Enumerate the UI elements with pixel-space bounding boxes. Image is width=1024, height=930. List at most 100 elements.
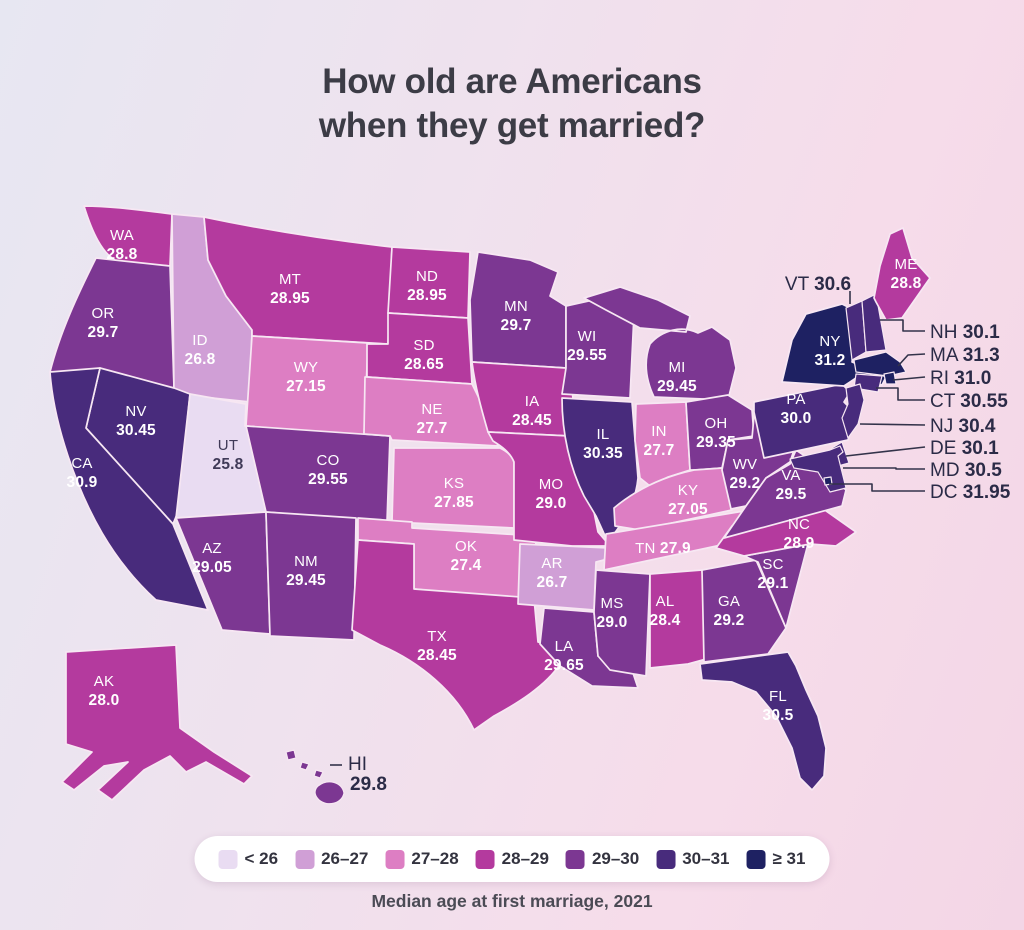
state-value-ia: 28.45: [512, 412, 552, 429]
state-ky: [613, 467, 733, 531]
state-value-ne: 27.7: [417, 420, 448, 437]
state-label-ne: NE: [421, 401, 442, 418]
callout-label-nj: NJ 30.4: [930, 416, 996, 437]
state-value-la: 29.65: [544, 657, 584, 674]
state-value-mi: 29.45: [657, 378, 697, 395]
legend-swatch-28-29: [475, 849, 495, 869]
state-value-wy: 27.15: [286, 378, 326, 395]
state-nm: [265, 511, 357, 641]
state-value-pa: 30.0: [781, 410, 812, 427]
callout-label-ma: MA 31.3: [930, 345, 1000, 366]
state-label-nm: NM: [294, 553, 318, 570]
state-label-ca: CA: [71, 455, 92, 472]
callout-label-vt: VT 30.6: [785, 274, 851, 295]
state-label-oh: OH: [705, 415, 728, 432]
state-value-oh: 29.35: [696, 434, 736, 451]
state-label-mn: MN: [504, 298, 528, 315]
callout-line-ri: [892, 376, 926, 381]
state-value-mo: 29.0: [536, 495, 567, 512]
state-value-ak: 28.0: [89, 692, 120, 709]
callout-line-ct: [876, 387, 925, 401]
callout-label-md: MD 30.5: [930, 460, 1002, 481]
callout-line-ma: [897, 353, 926, 367]
callout-line-nh: [880, 319, 925, 332]
legend-label-29-30: 29–30: [591, 849, 640, 868]
state-value-va: 29.5: [776, 486, 807, 503]
callout-label-nh: NH 30.1: [930, 322, 1000, 343]
state-value-il: 30.35: [583, 445, 623, 462]
state-label-mo: MO: [539, 476, 564, 493]
state-label-wy: WY: [294, 359, 319, 376]
state-ri: [883, 371, 897, 385]
state-mi: [583, 286, 737, 401]
state-value-ny: 31.2: [815, 352, 846, 369]
state-al: [649, 569, 711, 669]
state-label-mt: MT: [279, 271, 301, 288]
legend-label-26-27: 26–27: [321, 849, 369, 868]
state-value-id: 26.8: [185, 351, 216, 368]
state-label-wa: WA: [110, 227, 134, 244]
state-value-wi: 29.55: [567, 347, 607, 364]
state-label-or: OR: [92, 305, 115, 322]
state-label-al: AL: [656, 593, 675, 610]
legend-item-lt26: < 26: [218, 849, 279, 869]
state-label-il: IL: [597, 426, 610, 443]
legend-swatch-26-27: [295, 849, 315, 869]
state-label-in: IN: [651, 423, 666, 440]
chart-caption: Median age at first marriage, 2021: [371, 891, 653, 911]
state-value-nc: 28.9: [784, 535, 815, 552]
callout-line-dc: [829, 483, 925, 492]
state-value-ky: 27.05: [668, 501, 708, 518]
legend-label-28-29: 28–29: [501, 849, 549, 868]
title-line-1: How old are Americans: [322, 62, 702, 101]
state-label-ak: AK: [94, 673, 114, 690]
state-value-mt: 28.95: [270, 290, 310, 307]
legend-swatch-lt26: [218, 849, 238, 869]
state-fl: [699, 651, 827, 791]
state-value-nm: 29.45: [286, 572, 326, 589]
callout-label-de: DE 30.1: [930, 438, 999, 459]
state-value-wv: 29.2: [730, 475, 761, 492]
state-label-sd: SD: [413, 337, 434, 354]
legend-item-27-28: 27–28: [385, 849, 459, 869]
state-value-mn: 29.7: [501, 317, 532, 334]
state-label-me: ME: [895, 256, 918, 273]
legend-swatch-30-31: [656, 849, 676, 869]
state-label-ms: MS: [601, 595, 624, 612]
legend-label-lt26: < 26: [244, 849, 279, 868]
state-label-la: LA: [555, 638, 574, 655]
state-value-me: 28.8: [891, 275, 922, 292]
legend-item-29-30: 29–30: [565, 849, 640, 869]
callout-label-hi: HI: [348, 754, 367, 775]
legend-swatch-29-30: [565, 849, 585, 869]
legend-swatch-27-28: [385, 849, 405, 869]
state-value-ks: 27.85: [434, 494, 474, 511]
state-value-fl: 30.5: [763, 707, 794, 724]
state-label-ks: KS: [444, 475, 464, 492]
state-value-nd: 28.95: [407, 287, 447, 304]
legend-item-26-27: 26–27: [295, 849, 368, 869]
state-me: [873, 227, 931, 321]
legend-item-30-31: 30–31: [656, 849, 730, 869]
legend-label-27-28: 27–28: [411, 849, 459, 868]
state-value-sc: 29.1: [758, 575, 789, 592]
title-line-2: when they get married?: [318, 106, 706, 146]
state-value-wa: 28.8: [107, 246, 138, 263]
state-value-tx: 28.45: [417, 647, 457, 664]
callout-label-ri: RI 31.0: [930, 368, 991, 389]
state-value-ms: 29.0: [597, 614, 628, 631]
state-nh: [861, 293, 887, 353]
callout-line-md: [843, 467, 925, 470]
legend-item-28-29: 28–29: [475, 849, 549, 869]
state-label-ok: OK: [455, 538, 477, 555]
state-ma: [853, 351, 907, 377]
state-or: [49, 257, 175, 389]
state-value-co: 29.55: [308, 471, 348, 488]
state-label-nv: NV: [125, 403, 146, 420]
state-label-mi: MI: [668, 359, 685, 376]
state-label-az: AZ: [202, 540, 222, 557]
state-label-fl: FL: [769, 688, 787, 705]
state-nj: [841, 383, 865, 439]
state-label-ut: UT: [218, 437, 238, 454]
